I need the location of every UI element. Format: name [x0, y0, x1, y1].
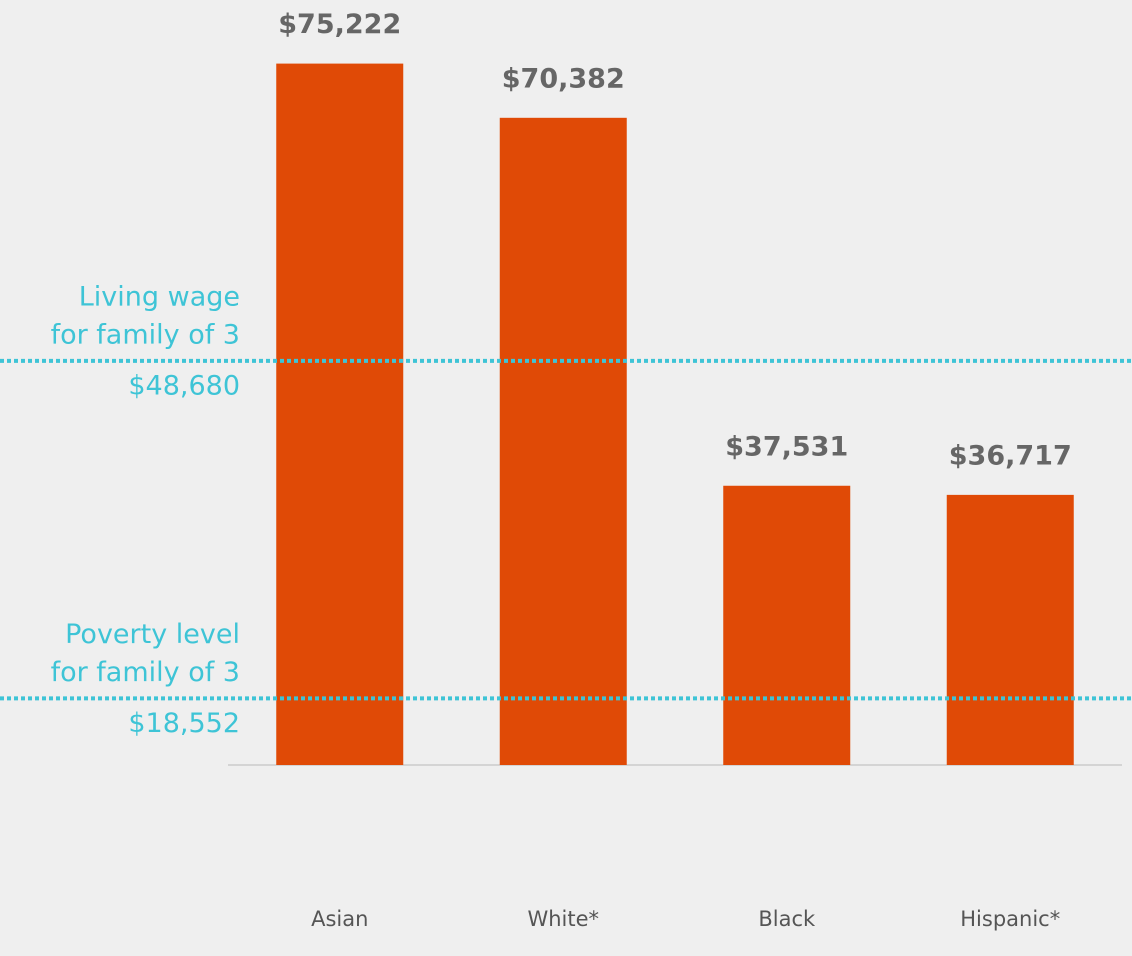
bar — [276, 63, 404, 765]
x-tick-label: White* — [527, 907, 599, 931]
value-label: $36,717 — [949, 440, 1072, 471]
value-label: $37,531 — [725, 431, 848, 462]
x-tick-label: Black — [758, 907, 816, 931]
reference-label: for family of 3 — [51, 657, 240, 688]
reference-value: $18,552 — [128, 708, 240, 739]
bar — [499, 117, 627, 766]
reference-label: Living wage — [79, 281, 240, 312]
x-tick-label: Hispanic* — [960, 907, 1060, 931]
x-tick-label: Asian — [311, 907, 368, 931]
reference-label: Poverty level — [65, 619, 240, 650]
bar — [723, 485, 851, 765]
value-label: $75,222 — [278, 9, 401, 40]
reference-label: for family of 3 — [51, 319, 240, 350]
reference-value: $48,680 — [128, 370, 240, 401]
value-label: $70,382 — [502, 63, 625, 94]
bar — [946, 494, 1074, 765]
